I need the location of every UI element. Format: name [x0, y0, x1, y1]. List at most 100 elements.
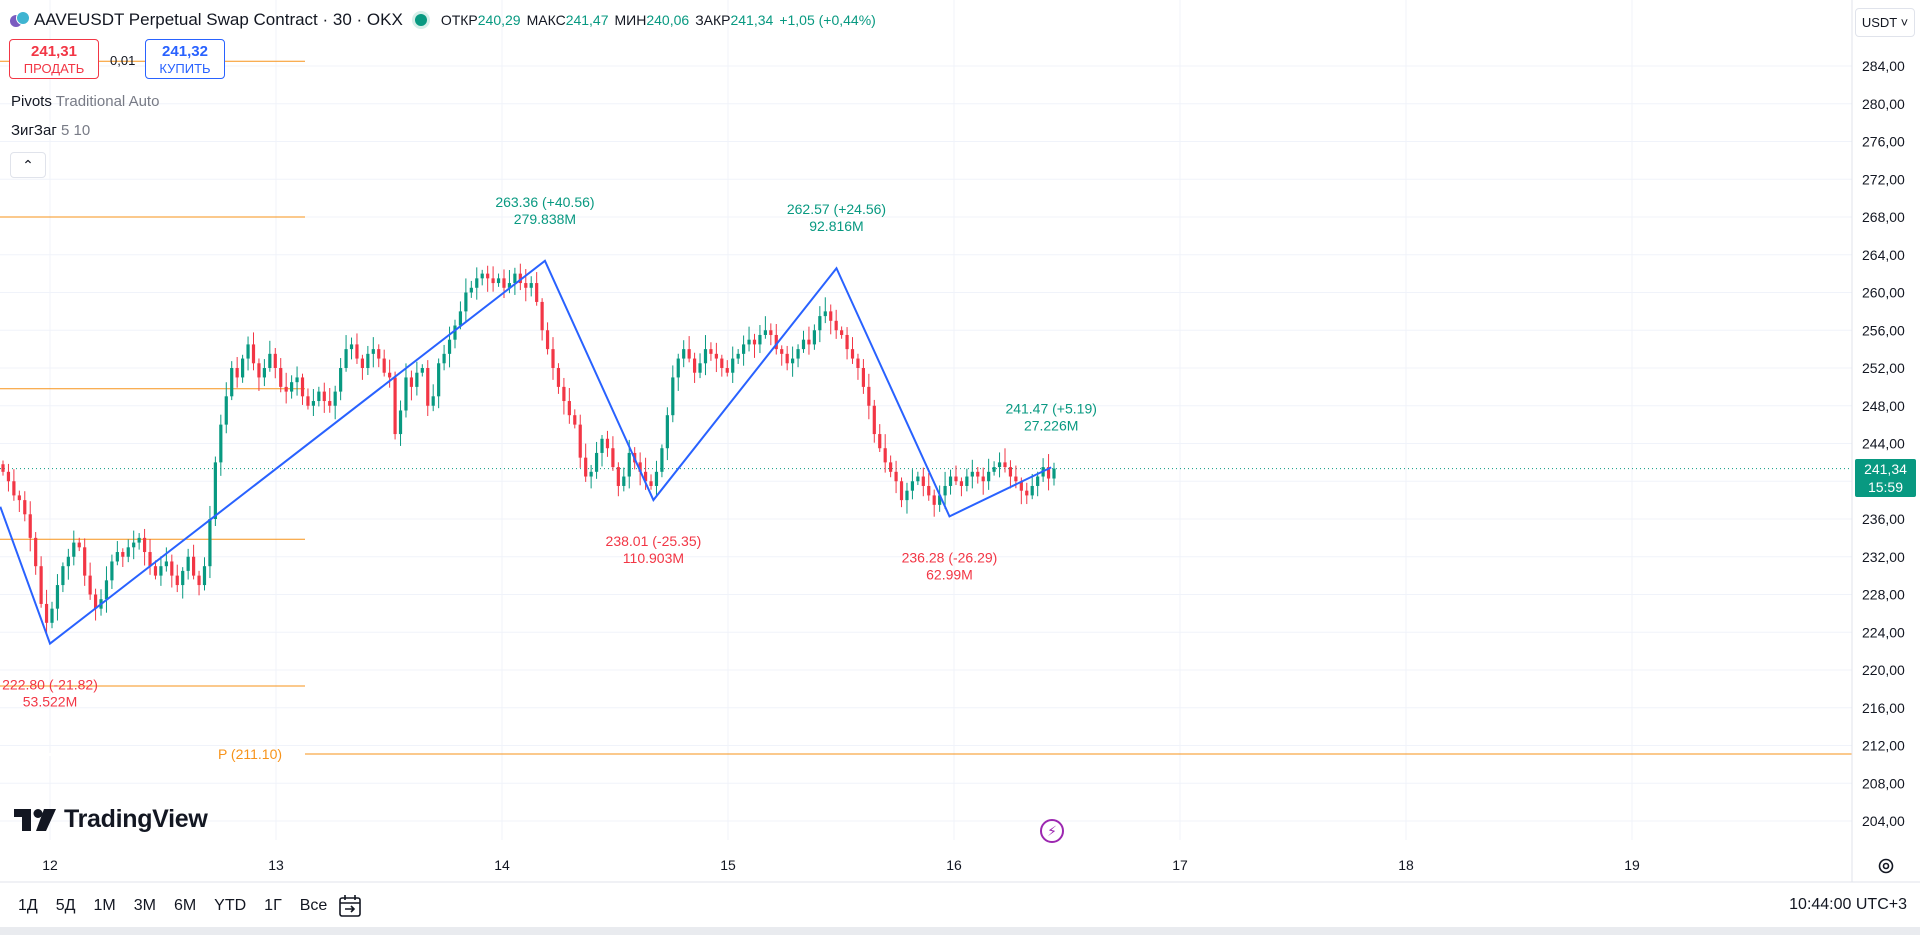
- candle-body: [388, 372, 392, 378]
- candle-body: [600, 438, 604, 453]
- candle-body: [377, 349, 381, 359]
- candle-body: [246, 344, 250, 359]
- buy-price: 241,32: [162, 43, 208, 60]
- candle-body: [622, 476, 626, 486]
- zigzag-volume-label: 53.522M: [23, 694, 77, 710]
- aave-coin-icon: [10, 11, 30, 29]
- range-button[interactable]: 1Д: [18, 897, 38, 914]
- candle-body: [170, 561, 174, 576]
- settings-icon[interactable]: [1876, 856, 1896, 876]
- candle-body: [469, 287, 473, 293]
- range-button[interactable]: Все: [299, 897, 328, 914]
- candle-body: [1019, 481, 1023, 491]
- candle-body: [17, 495, 21, 501]
- candle-body: [6, 471, 11, 482]
- bottom-toolbar: 1Д 5Д 1М 3М 6М YTD 1Г Все: [0, 885, 1920, 927]
- candle-body: [262, 368, 266, 378]
- candle-body: [251, 344, 256, 364]
- zigzag-volume-label: 110.903M: [623, 550, 684, 566]
- candle-body: [447, 339, 452, 354]
- candle-body: [714, 353, 718, 359]
- candle-body: [148, 552, 152, 567]
- candle-body: [905, 490, 909, 501]
- symbol-header: AAVEUSDT Perpetual Swap Contract · 30 · …: [10, 8, 876, 32]
- indicator-params: 5 10: [60, 122, 91, 139]
- candle-body: [333, 391, 337, 406]
- candle-body: [823, 311, 827, 317]
- candle-body: [938, 495, 942, 505]
- indicator-pivots[interactable]: Pivots Traditional Auto: [11, 93, 159, 110]
- last-price-tag: 241,34 15:59: [1855, 459, 1916, 497]
- candle-body: [910, 481, 915, 491]
- price-axis: 284,00 280,00 276,00 272,00 268,00 264,00 260,…: [1851, 0, 1905, 882]
- candle-body: [769, 330, 773, 335]
- range-button[interactable]: 1Г: [264, 897, 282, 914]
- collapse-icon[interactable]: ⌃: [10, 152, 46, 178]
- candle-body: [638, 462, 642, 472]
- candle-body: [115, 552, 119, 562]
- candle-body: [889, 462, 893, 472]
- candle-body: [524, 283, 528, 288]
- candle-body: [197, 575, 201, 586]
- range-button[interactable]: 1М: [93, 897, 116, 914]
- candle-body: [763, 330, 767, 335]
- clock[interactable]: 10:44:00 UTC+3: [1789, 896, 1907, 913]
- candle-body: [959, 481, 964, 486]
- candle-body: [916, 476, 920, 482]
- candle-body: [142, 537, 147, 553]
- candle-body: [687, 349, 691, 359]
- candle-body: [491, 278, 495, 284]
- range-button[interactable]: 5Д: [55, 897, 76, 914]
- candle-body: [404, 377, 408, 411]
- price-tick-label: 236,00: [1862, 511, 1905, 527]
- candle-body: [611, 448, 615, 468]
- candle-body: [159, 566, 163, 576]
- flash-icon[interactable]: ⚡: [1040, 819, 1064, 843]
- candle-body: [371, 349, 375, 354]
- tradingview-logo[interactable]: TradingView: [14, 805, 208, 834]
- low-value: 240,06: [646, 12, 690, 28]
- buy-button[interactable]: 241,32 КУПИТЬ: [145, 39, 225, 79]
- pivot-label-gap: [0, 752, 305, 756]
- price-tick-label: 228,00: [1862, 587, 1905, 603]
- currency-label: USDT: [1861, 15, 1897, 30]
- sell-button[interactable]: 241,31 ПРОДАТЬ: [9, 39, 99, 79]
- zigzag-indicator: [0, 259, 1052, 646]
- candle-body: [1030, 485, 1034, 496]
- candle-body: [295, 377, 299, 383]
- candle-body: [742, 344, 746, 354]
- range-button[interactable]: YTD: [214, 897, 247, 914]
- sell-label: ПРОДАТЬ: [23, 61, 85, 76]
- change-value: +1,05 (+0,44%): [779, 12, 876, 28]
- candle-body: [344, 349, 348, 368]
- range-button[interactable]: 6М: [173, 897, 197, 914]
- candle-body: [562, 386, 566, 402]
- candle-body: [290, 382, 294, 392]
- range-button[interactable]: 3М: [133, 897, 156, 914]
- candle-body: [279, 368, 283, 387]
- price-tick-label: 248,00: [1862, 398, 1905, 414]
- candle-body: [153, 566, 158, 576]
- candle-body: [398, 410, 403, 435]
- high-value: 241,47: [565, 12, 609, 28]
- candle-body: [137, 537, 141, 543]
- candle-body: [883, 448, 887, 463]
- time-tick-label: 16: [946, 857, 962, 873]
- candle-body: [872, 405, 876, 435]
- symbol-title[interactable]: AAVEUSDT Perpetual Swap Contract · 30 · …: [34, 10, 403, 29]
- candle-body: [1052, 468, 1056, 479]
- candle-body: [987, 471, 991, 482]
- price-tick-label: 252,00: [1862, 360, 1905, 376]
- candle-body: [976, 471, 980, 477]
- candle-body: [453, 325, 457, 340]
- currency-select[interactable]: USDT ˅: [1855, 8, 1915, 37]
- indicator-zigzag[interactable]: ЗигЗаг 5 10: [11, 122, 90, 139]
- calendar-icon[interactable]: [337, 894, 363, 918]
- price-tick-label: 284,00: [1862, 58, 1905, 74]
- candle-body: [366, 353, 370, 368]
- candle-body: [927, 485, 931, 496]
- zigzag-volume-label: 92.816M: [809, 218, 863, 234]
- candle-body: [747, 339, 751, 345]
- buy-label: КУПИТЬ: [159, 61, 211, 76]
